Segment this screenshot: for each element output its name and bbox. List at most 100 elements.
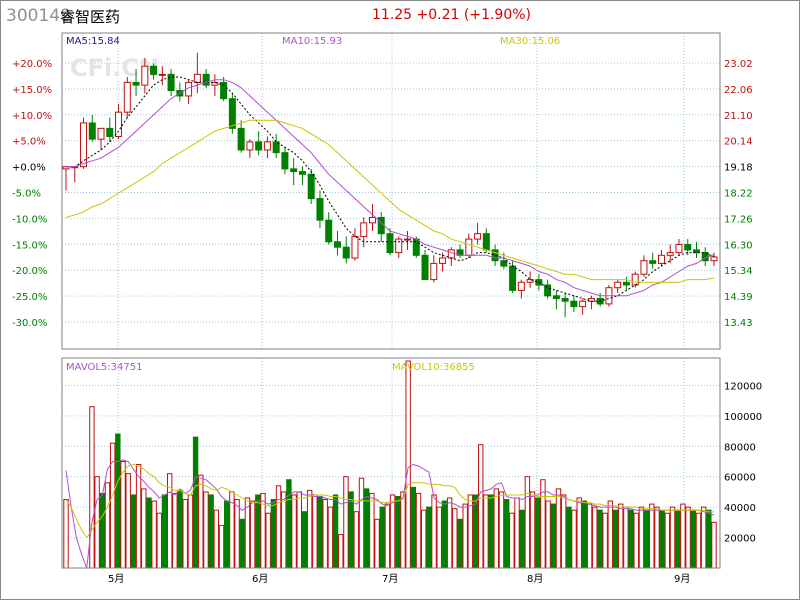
volume-bar	[120, 460, 126, 569]
candle-body	[333, 241, 341, 248]
volume-bar	[395, 495, 401, 569]
left-tick-label: -5.0%	[12, 189, 41, 200]
left-tick-label: -15.0%	[12, 240, 47, 251]
right-tick-label: 20.14	[724, 137, 753, 148]
candle-body	[351, 235, 359, 259]
volume-legend-item: MAVOL5:34751	[66, 362, 142, 373]
volume-bar	[151, 500, 157, 569]
volume-bar	[177, 489, 183, 569]
candle-body	[517, 281, 525, 291]
volume-bar	[654, 506, 660, 569]
candle-body	[500, 260, 508, 267]
candle-body	[526, 279, 534, 283]
volume-bar	[358, 477, 365, 569]
candle-body	[106, 127, 114, 137]
volume-bar	[664, 512, 671, 569]
candle-body	[631, 273, 639, 286]
volume-bar	[322, 499, 328, 569]
volume-bar	[592, 506, 598, 569]
price-panel-border	[61, 32, 721, 350]
volume-bar	[643, 509, 650, 569]
volume-bar	[374, 518, 380, 569]
volume-tick-label: 20000	[724, 534, 756, 545]
volume-bar	[203, 491, 209, 569]
volume-bar	[255, 494, 261, 569]
candle-body	[447, 249, 455, 259]
volume-bar	[332, 494, 339, 569]
volume-bar	[239, 518, 245, 569]
ma5-line	[66, 76, 715, 302]
volume-bar	[649, 503, 655, 569]
candle-body	[220, 81, 228, 100]
volume-bar	[675, 509, 681, 569]
right-tick-label: 21.10	[724, 111, 753, 122]
price-legend-item: MA30:15.06	[500, 36, 560, 47]
candle-body	[640, 260, 648, 275]
candle-body	[316, 198, 324, 221]
volume-bar	[457, 518, 463, 569]
volume-axis: 120000 100000 80000 60000 40000 20000	[724, 381, 762, 544]
right-tick-label: 15.34	[724, 266, 753, 277]
volume-bar	[208, 494, 214, 569]
volume-bar	[265, 512, 271, 569]
volume-bar	[695, 512, 702, 569]
volume-bar	[472, 494, 479, 569]
volume-bar	[659, 509, 665, 569]
volume-bar	[317, 495, 323, 569]
volume-bar	[296, 491, 302, 569]
candle-body	[377, 216, 385, 235]
volume-bar	[555, 488, 562, 569]
candle-body	[281, 152, 289, 170]
volume-bar	[306, 489, 313, 569]
candle-body	[692, 249, 700, 254]
volume-bar	[669, 506, 676, 569]
mavol5-line	[65, 459, 715, 569]
volume-bar	[550, 503, 556, 569]
mavol10-line	[65, 463, 715, 539]
x-tick-label: 7月	[382, 573, 398, 585]
volume-bar	[628, 509, 634, 569]
candle-body	[710, 256, 718, 262]
volume-bar	[338, 534, 344, 569]
volume-bar	[415, 492, 422, 569]
candle-body	[622, 281, 630, 286]
volume-bar	[410, 486, 417, 569]
candle-body	[657, 254, 665, 264]
volume-tick-label: 80000	[724, 442, 756, 453]
volume-bar	[700, 506, 707, 569]
volume-bar	[99, 492, 105, 569]
volume-bar	[509, 512, 515, 569]
price-legend-item: MA5:15.84	[66, 36, 120, 47]
right-tick-label: 22.06	[724, 85, 753, 96]
candle-body	[193, 73, 201, 83]
left-tick-label: +10.0%	[12, 111, 52, 122]
candle-body	[386, 233, 394, 254]
volume-bar	[353, 511, 360, 569]
volume-bar	[685, 506, 691, 569]
candle-body	[421, 254, 429, 281]
volume-bar	[498, 491, 505, 569]
volume-bar	[597, 509, 603, 569]
volume-panel-border	[61, 357, 721, 569]
x-axis: 5月 6月 7月 8月 9月	[108, 573, 690, 585]
volume-bar	[141, 488, 147, 569]
candle-body	[649, 260, 657, 264]
candle-body	[325, 219, 333, 243]
right-tick-label: 16.30	[724, 240, 753, 251]
volume-bar	[452, 508, 458, 569]
left-tick-label: -30.0%	[12, 318, 47, 329]
candle-body	[666, 252, 674, 256]
volume-bar	[503, 499, 510, 569]
candle-body	[167, 73, 175, 92]
volume-bar	[690, 509, 696, 569]
volume-bar	[535, 497, 541, 569]
volume-bar	[327, 506, 334, 569]
volume-bar	[104, 482, 111, 569]
candle-body	[509, 265, 517, 291]
left-tick-label: +20.0%	[12, 59, 52, 70]
x-tick-label: 8月	[527, 573, 543, 585]
volume-bar	[581, 500, 588, 569]
volume-bar	[130, 494, 137, 569]
volume-bar	[192, 436, 199, 569]
